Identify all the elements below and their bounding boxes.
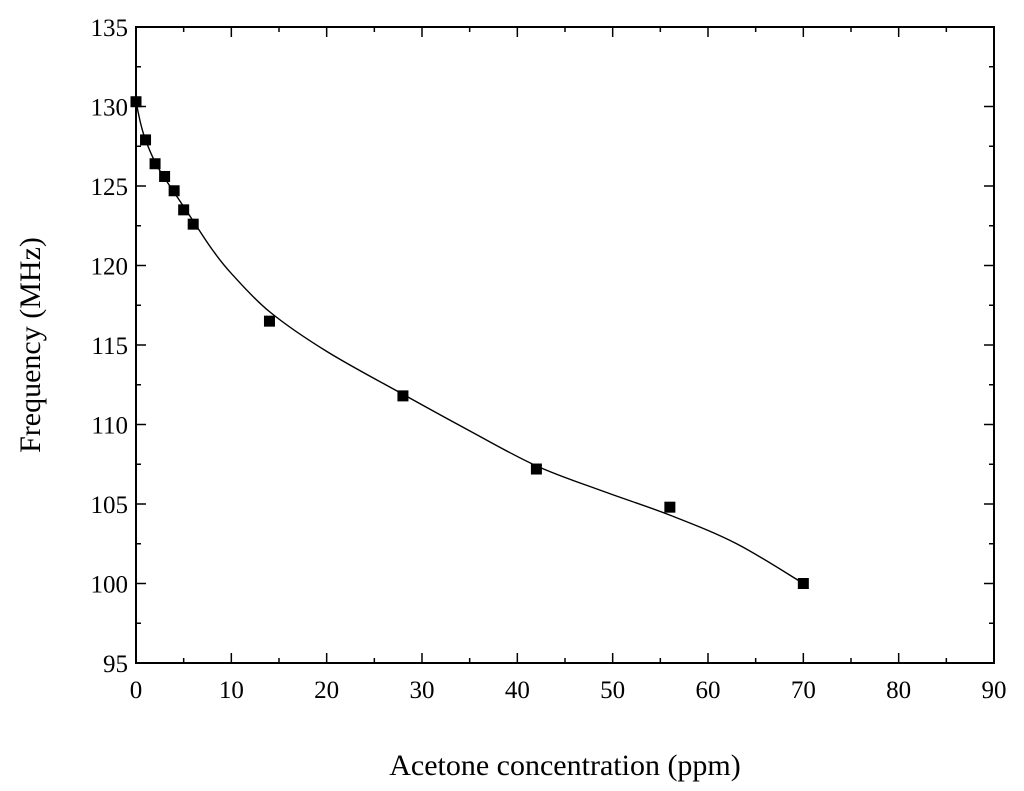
y-tick-label: 110 bbox=[91, 413, 128, 440]
data-point bbox=[263, 315, 275, 327]
x-tick-label: 30 bbox=[410, 677, 435, 704]
y-axis-title: Frequency (MHz) bbox=[14, 237, 47, 453]
y-axis-ticks: 95 100 105 110 115 120 125 130 135 bbox=[91, 15, 994, 678]
y-tick-label: 100 bbox=[91, 572, 129, 599]
x-tick-label: 40 bbox=[505, 677, 530, 704]
data-point bbox=[168, 185, 180, 197]
x-axis-title: Acetone concentration (ppm) bbox=[389, 749, 741, 782]
data-point bbox=[530, 463, 542, 475]
data-point bbox=[797, 578, 809, 589]
y-tick-label: 125 bbox=[91, 174, 129, 201]
data-point bbox=[130, 96, 142, 108]
x-tick-label: 20 bbox=[314, 677, 339, 704]
x-tick-label: 0 bbox=[130, 677, 143, 704]
x-tick-label: 90 bbox=[982, 677, 1007, 704]
y-tick-label: 130 bbox=[91, 95, 129, 122]
plot-frame bbox=[135, 26, 995, 664]
y-tick-label: 105 bbox=[91, 492, 129, 519]
fit-curve bbox=[135, 101, 804, 585]
x-tick-label: 80 bbox=[886, 677, 911, 704]
data-points-group bbox=[130, 96, 809, 589]
x-tick-label: 60 bbox=[696, 677, 721, 704]
data-point bbox=[149, 158, 161, 170]
x-tick-label: 70 bbox=[791, 677, 816, 704]
y-tick-label: 95 bbox=[103, 651, 128, 678]
y-tick-label: 135 bbox=[91, 15, 129, 42]
data-point bbox=[178, 204, 190, 216]
x-axis-ticks: 0 10 20 30 40 50 60 70 80 90 bbox=[130, 27, 1007, 704]
data-point bbox=[187, 218, 199, 230]
x-tick-label: 50 bbox=[600, 677, 625, 704]
data-point bbox=[397, 390, 409, 402]
data-point bbox=[159, 170, 171, 182]
x-tick-label: 10 bbox=[219, 677, 244, 704]
fit-curve-group bbox=[135, 101, 804, 585]
data-point bbox=[140, 134, 152, 146]
y-tick-label: 120 bbox=[91, 254, 129, 281]
y-tick-label: 115 bbox=[91, 333, 128, 360]
plot-frame-group bbox=[135, 26, 995, 664]
data-point bbox=[664, 501, 676, 513]
